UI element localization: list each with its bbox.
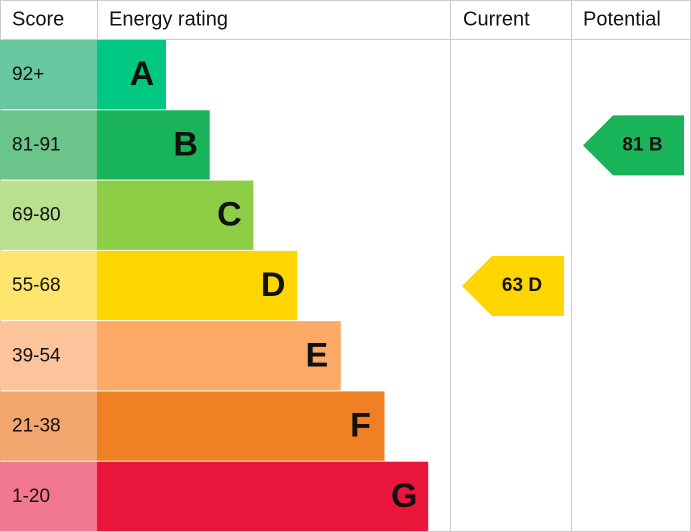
score-label: 81-91 [12, 134, 61, 155]
score-cell [0, 461, 97, 531]
header-current: Current [463, 8, 530, 30]
header-rating: Energy rating [109, 8, 228, 30]
rating-letter: E [305, 336, 328, 374]
rating-letter: C [217, 196, 242, 234]
rating-letter: B [173, 125, 198, 163]
rating-letter: D [261, 266, 286, 304]
rating-bar [97, 250, 298, 321]
rating-letter: G [391, 477, 417, 515]
rating-bar [97, 321, 341, 391]
header-score: Score [12, 8, 64, 30]
current-arrow [462, 256, 564, 316]
score-cell [0, 391, 97, 461]
score-label: 92+ [12, 64, 44, 85]
header-potential: Potential [583, 8, 661, 30]
rating-letter: A [130, 55, 155, 93]
current-label: 63 D [502, 275, 542, 296]
score-cell [0, 321, 97, 391]
rating-bar [97, 180, 254, 250]
score-label: 39-54 [12, 345, 61, 366]
score-cell [0, 250, 97, 321]
score-label: 69-80 [12, 205, 61, 226]
rating-bar [97, 391, 385, 461]
rating-bar [97, 461, 429, 531]
score-label: 55-68 [12, 275, 61, 296]
score-label: 1-20 [12, 486, 50, 507]
score-cell [0, 110, 97, 180]
potential-arrow [583, 115, 684, 176]
rating-letter: F [350, 407, 371, 445]
score-label: 21-38 [12, 416, 61, 437]
score-cell [0, 180, 97, 250]
score-cell [0, 40, 97, 110]
rating-bar [97, 40, 166, 110]
potential-label: 81 B [622, 134, 662, 155]
rating-bar [97, 110, 210, 180]
